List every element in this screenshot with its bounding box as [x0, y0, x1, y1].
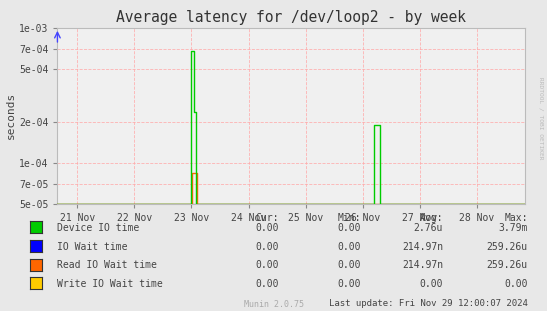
Text: Device IO time: Device IO time [57, 223, 139, 233]
Text: 0.00: 0.00 [337, 242, 361, 252]
Text: RRDTOOL / TOBI OETIKER: RRDTOOL / TOBI OETIKER [538, 77, 543, 160]
Text: 214.97n: 214.97n [402, 242, 443, 252]
Text: 2.76u: 2.76u [414, 223, 443, 233]
Text: Write IO Wait time: Write IO Wait time [57, 279, 163, 289]
Text: 0.00: 0.00 [255, 242, 279, 252]
Text: 214.97n: 214.97n [402, 260, 443, 270]
Text: 0.00: 0.00 [337, 260, 361, 270]
Text: Cur:: Cur: [255, 213, 279, 223]
Text: Avg:: Avg: [420, 213, 443, 223]
Text: 259.26u: 259.26u [487, 242, 528, 252]
Text: Munin 2.0.75: Munin 2.0.75 [243, 300, 304, 309]
Text: 0.00: 0.00 [255, 223, 279, 233]
Text: IO Wait time: IO Wait time [57, 242, 128, 252]
Text: 3.79m: 3.79m [498, 223, 528, 233]
Text: Min:: Min: [337, 213, 361, 223]
Title: Average latency for /dev/loop2 - by week: Average latency for /dev/loop2 - by week [117, 11, 466, 26]
Text: 0.00: 0.00 [420, 279, 443, 289]
Text: 0.00: 0.00 [337, 223, 361, 233]
Text: 0.00: 0.00 [255, 279, 279, 289]
Text: 0.00: 0.00 [255, 260, 279, 270]
Y-axis label: seconds: seconds [6, 92, 16, 139]
Text: Read IO Wait time: Read IO Wait time [57, 260, 158, 270]
Text: 259.26u: 259.26u [487, 260, 528, 270]
Text: 0.00: 0.00 [337, 279, 361, 289]
Text: Last update: Fri Nov 29 12:00:07 2024: Last update: Fri Nov 29 12:00:07 2024 [329, 299, 528, 308]
Text: Max:: Max: [504, 213, 528, 223]
Text: 0.00: 0.00 [504, 279, 528, 289]
